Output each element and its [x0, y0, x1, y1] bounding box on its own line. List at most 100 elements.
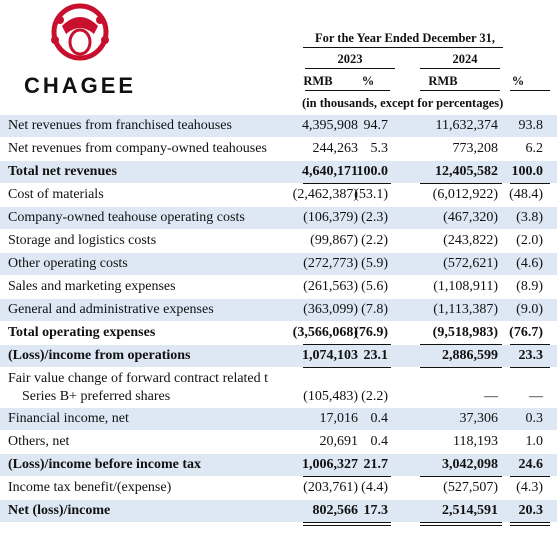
table-row: [0, 454, 557, 476]
cell: 100.0: [356, 164, 389, 179]
rule: [510, 476, 550, 477]
cell: (53.1): [354, 187, 388, 202]
cell: 118,193: [453, 434, 498, 449]
cell: (527,507): [443, 480, 498, 495]
cell: (2,462,387): [292, 187, 358, 202]
cell: 100.0: [511, 164, 544, 179]
cell: (76.7): [509, 325, 543, 340]
rule: [420, 183, 502, 184]
cell: 3,042,098: [442, 457, 498, 472]
row-label: (Loss)/income before income tax: [8, 457, 201, 472]
table-row: [0, 299, 557, 321]
logo-text: CHAGEE: [24, 73, 136, 98]
row-label: Total operating expenses: [8, 325, 156, 340]
rule: [303, 47, 503, 48]
cell: (106,379): [303, 210, 358, 225]
cell: (4.6): [516, 256, 543, 271]
cell: (2.2): [361, 389, 388, 404]
rule: [303, 183, 391, 184]
cell: 1.0: [525, 434, 544, 449]
cell: (363,099): [303, 302, 358, 317]
cell: (467,320): [443, 210, 498, 225]
cell: (76.9): [354, 325, 388, 340]
cell: 6.2: [525, 141, 544, 156]
cell: (99,867): [310, 233, 358, 248]
table-row: [0, 500, 557, 522]
rule: [510, 522, 550, 523]
rule: [510, 525, 550, 526]
cell: 1,074,103: [302, 348, 358, 363]
rule: [510, 367, 550, 368]
cell: (2.0): [516, 233, 543, 248]
table-row: [0, 115, 557, 137]
rule: [303, 522, 391, 523]
row-label: (Loss)/income from operations: [8, 348, 191, 363]
row-label: Company-owned teahouse operating costs: [8, 210, 245, 225]
rule: [510, 90, 550, 91]
rule: [305, 68, 395, 69]
cell: (2.2): [361, 233, 388, 248]
cell: —: [529, 389, 543, 404]
cell: (1,113,387): [433, 302, 498, 317]
cell: (272,773): [303, 256, 358, 271]
cell: (572,621): [443, 256, 498, 271]
cell: 12,405,582: [435, 164, 498, 179]
cell: (105,483): [303, 389, 358, 404]
year-header: 2024: [452, 52, 478, 66]
cell: —: [484, 389, 498, 404]
cell: 4,395,908: [302, 118, 358, 133]
cell: (3.8): [516, 210, 543, 225]
cell: 1,006,327: [302, 457, 358, 472]
table-row: [0, 207, 557, 229]
cell: 0.4: [370, 434, 389, 449]
cell: 93.8: [518, 118, 544, 133]
cell: (2.3): [361, 210, 388, 225]
cell: 4,640,171: [302, 164, 358, 179]
rule: [303, 525, 391, 526]
column-header: RMB: [428, 74, 458, 88]
rule: [303, 476, 391, 477]
cell: (8.9): [516, 279, 543, 294]
cell: 0.3: [525, 411, 544, 426]
cell: (203,761): [303, 480, 358, 495]
rule: [305, 90, 390, 91]
cell: (3,566,068): [292, 325, 358, 340]
row-label: Income tax benefit/(expense): [8, 480, 172, 495]
row-label: Others, net: [8, 434, 70, 449]
table-row: [0, 408, 557, 430]
cell: 23.3: [518, 348, 544, 363]
rule: [420, 525, 502, 526]
cell: 802,566: [312, 503, 359, 518]
row-label: Fair value change of forward contract re…: [8, 371, 269, 386]
column-header: %: [511, 74, 525, 88]
column-header: %: [361, 74, 375, 88]
cell: 20,691: [319, 434, 359, 449]
cell: 2,886,599: [442, 348, 498, 363]
rule: [420, 344, 502, 345]
cell: 24.6: [518, 457, 544, 472]
column-header: RMB: [303, 74, 333, 88]
cell: (9.0): [516, 302, 543, 317]
cell: 244,263: [312, 141, 359, 156]
cell: 21.7: [363, 457, 389, 472]
cell: 5.3: [370, 141, 389, 156]
row-label: Cost of materials: [8, 187, 104, 202]
table-row: [0, 253, 557, 275]
rule: [420, 476, 502, 477]
row-label: Net revenues from company-owned teahouse…: [8, 141, 267, 156]
cell: (7.8): [361, 302, 388, 317]
cell: (9,518,983): [432, 325, 498, 340]
table-row: [0, 345, 557, 367]
cell: (5.9): [361, 256, 388, 271]
cell: 94.7: [363, 118, 389, 133]
row-label: Sales and marketing expenses: [8, 279, 176, 294]
row-label: Net revenues from franchised teahouses: [8, 118, 232, 133]
row-label: Series B+ preferred shares: [22, 389, 171, 404]
rule: [510, 183, 550, 184]
row-label: Financial income, net: [8, 411, 129, 426]
cell: 23.1: [363, 348, 389, 363]
cell: 11,632,374: [435, 118, 498, 133]
cell: 37,306: [459, 411, 499, 426]
cell: (48.4): [509, 187, 543, 202]
rule: [420, 68, 500, 69]
